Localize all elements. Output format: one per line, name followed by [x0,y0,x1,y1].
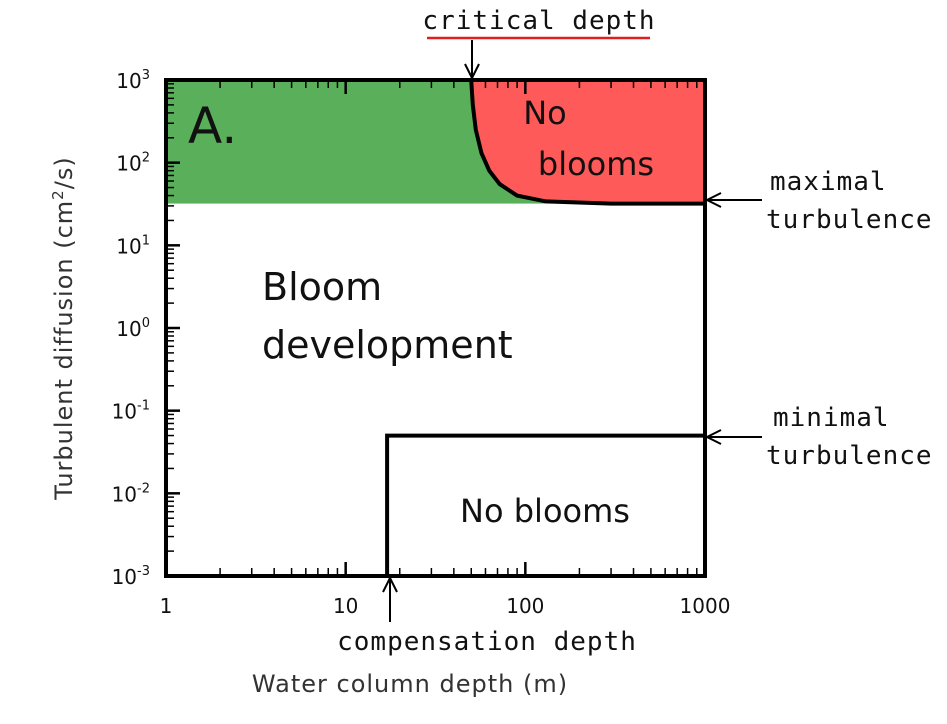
y-tick-labels: 103 102 101 100 10-1 10-2 10-3 [112,68,150,589]
y-tick-label: 10-1 [112,399,150,424]
maximal-turbulence-arrow [704,192,762,208]
compensation-depth-label: compensation depth [337,627,637,657]
critical-depth-label: critical depth [422,6,655,36]
no-blooms-region-fill [471,80,705,204]
minimal-turbulence-arrow [704,429,762,445]
no-blooms-top-label-line2: blooms [538,145,654,183]
critical-depth-curve [469,79,705,206]
y-tick-label: 102 [116,151,150,176]
maximal-turbulence-label-line1: maximal [770,167,887,197]
no-blooms-bottom-label: No blooms [460,492,630,530]
bloom-development-label-line2: development [262,323,513,367]
x-tick-label: 100 [506,594,544,618]
no-blooms-top-label-line1: No [523,94,567,132]
panel-label: A. [188,97,237,155]
x-tick-labels: 1 10 100 1000 [160,594,731,618]
x-tick-label: 1000 [680,594,731,618]
compensation-depth-arrow [382,575,398,622]
minimal-turbulence-label-line2: turbulence [766,441,933,471]
minimal-turbulence-boundary [385,433,705,576]
critical-depth-arrow [464,40,480,81]
y-tick-label: 10-3 [112,564,150,589]
y-tick-label: 101 [116,233,150,258]
x-tick-label: 10 [333,594,358,618]
y-tick-label: 100 [116,316,150,341]
x-tick-label: 1 [160,594,173,618]
minimal-turbulence-label-line1: minimal [773,403,890,433]
plot-frame [164,78,707,578]
y-tick-label: 10-2 [112,481,150,506]
y-axis-title: Turbulent diffusion (cm2/s) [49,156,78,500]
y-tick-label: 103 [116,68,150,93]
bloom-development-label-line1: Bloom [262,265,382,309]
x-axis-title: Water column depth (m) [252,670,568,698]
maximal-turbulence-label-line2: turbulence [766,205,933,235]
